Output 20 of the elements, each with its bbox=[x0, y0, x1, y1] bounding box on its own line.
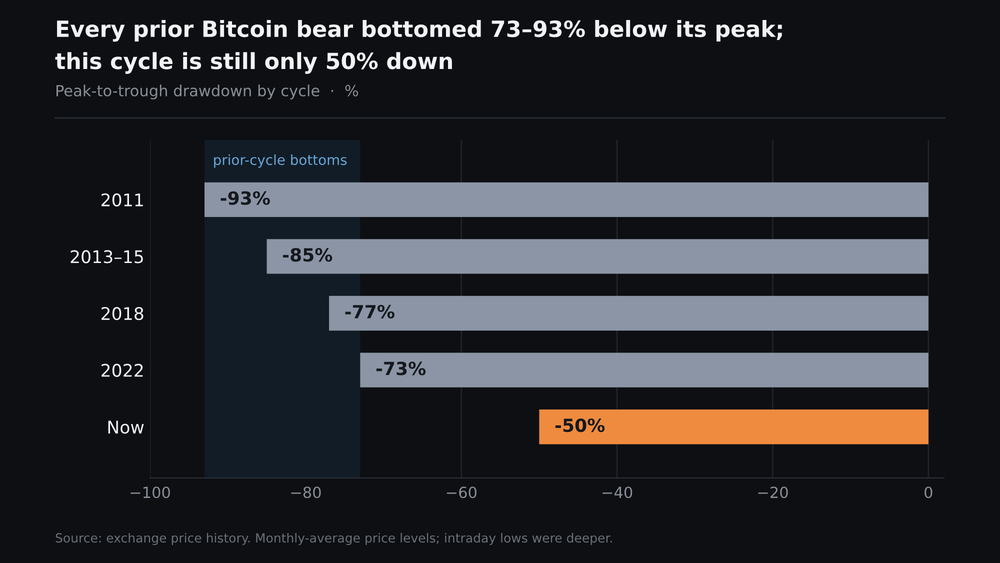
band-label: prior-cycle bottoms bbox=[214, 154, 347, 168]
x-tick-label: −20 bbox=[758, 486, 788, 498]
source-note: Source: exchange price history. Monthly-average price levels; intraday lows were deeper. bbox=[56, 532, 612, 546]
x-tick-label: −80 bbox=[291, 486, 321, 498]
y-tick-label: 2022 bbox=[102, 364, 143, 377]
data-label: -73% bbox=[376, 362, 426, 376]
data-label: -77% bbox=[345, 304, 394, 318]
x-tick-label: −60 bbox=[446, 486, 476, 498]
y-tick-label: 2013–15 bbox=[70, 250, 143, 264]
y-tick-label: Now bbox=[108, 420, 144, 434]
x-tick-label: −40 bbox=[602, 486, 632, 498]
x-tick-label: 0 bbox=[924, 486, 932, 498]
data-label: -85% bbox=[283, 248, 332, 262]
x-tick-label: −100 bbox=[130, 486, 170, 498]
y-tick-label: 2018 bbox=[102, 306, 144, 320]
data-label: -50% bbox=[555, 418, 605, 432]
y-tick-label: 2011 bbox=[102, 193, 143, 206]
data-label: -93% bbox=[220, 191, 270, 205]
chart-title: Every prior Bitcoin bear bottomed 73–93% below its peak; this cycle is still only 50% down bbox=[55, 20, 782, 74]
chart-subtitle: Peak-to-trough drawdown by cycle · % bbox=[56, 84, 358, 100]
